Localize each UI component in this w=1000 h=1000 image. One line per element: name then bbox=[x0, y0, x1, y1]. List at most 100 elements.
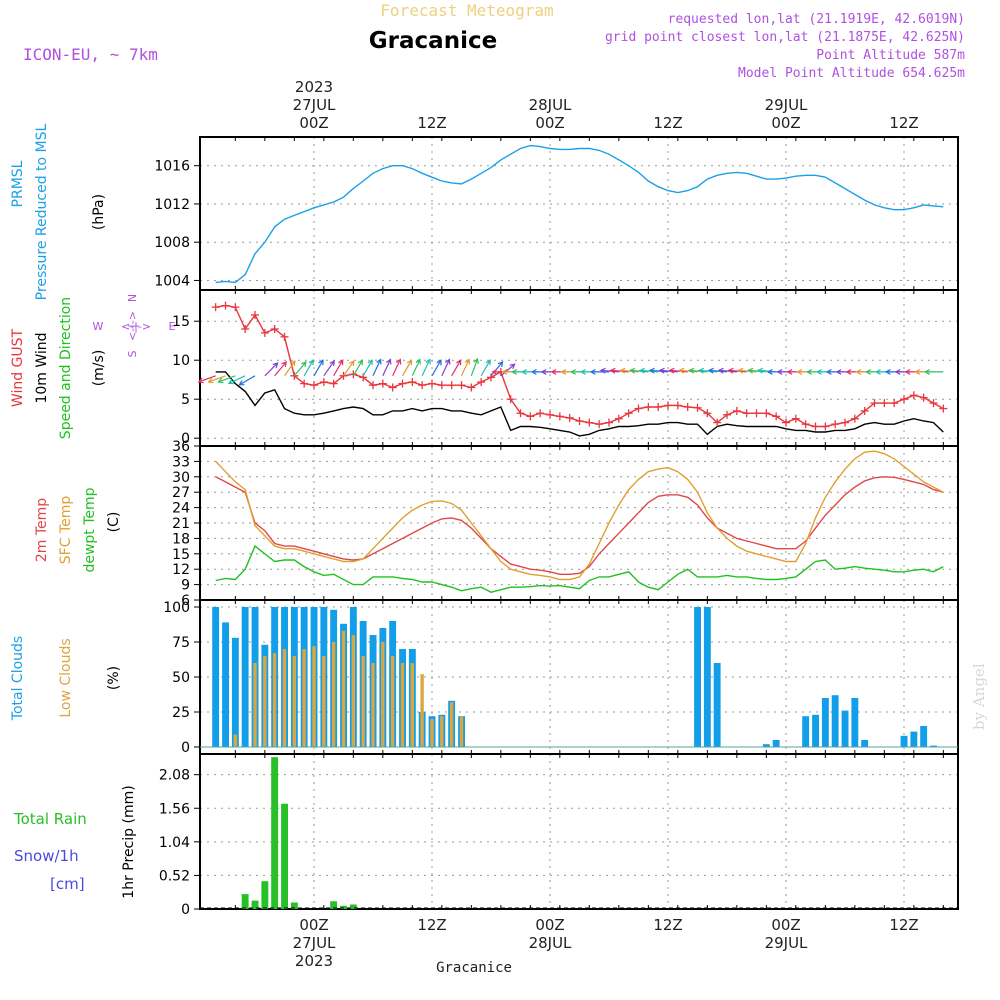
wind-direction-arrow-28 bbox=[490, 361, 504, 377]
arrow-head-28 bbox=[497, 361, 504, 368]
arrow-shaft-46 bbox=[650, 369, 669, 373]
arrow-shaft-18 bbox=[392, 359, 401, 377]
precip-panel: 0 0.52 1.04 1.56 2.08 bbox=[159, 753, 959, 918]
wind-direction-arrow-43 bbox=[619, 367, 639, 374]
gust-point-51 bbox=[713, 418, 722, 427]
gust-point-66 bbox=[860, 406, 869, 415]
bottom-date-label-2: 28JUL bbox=[529, 934, 572, 952]
gust-point-40 bbox=[605, 418, 613, 427]
arrow-shaft-21 bbox=[421, 359, 431, 377]
gust-point-23 bbox=[437, 381, 446, 390]
temp-ytick-label-1: 9 bbox=[181, 578, 190, 594]
gust-point-22 bbox=[428, 379, 436, 388]
clouds-ytick-label-4: 100 bbox=[163, 600, 190, 616]
arrow-head-64 bbox=[825, 368, 832, 375]
gust-point-54 bbox=[742, 409, 751, 418]
wind-direction-arrow-56 bbox=[747, 367, 767, 374]
total-cloud-bar-72 bbox=[920, 726, 928, 747]
total-cloud-bar-56 bbox=[762, 744, 770, 747]
top-hour-label-6: 12Z bbox=[889, 114, 918, 132]
wind-direction-arrow-41 bbox=[599, 367, 619, 374]
wind-direction-arrow-26 bbox=[470, 357, 479, 377]
total-cloud-bar-66 bbox=[861, 740, 869, 747]
temp-ytick-label-0: 6 bbox=[181, 593, 190, 609]
arrow-shaft-24 bbox=[451, 359, 462, 377]
arrow-shaft-51 bbox=[699, 369, 718, 373]
gust-point-74 bbox=[939, 404, 948, 413]
gust-point-52 bbox=[723, 410, 731, 419]
total-cloud-bar-73 bbox=[930, 745, 937, 747]
total-cloud-bar-57 bbox=[772, 740, 780, 747]
t2m-label: 2m Temp bbox=[34, 498, 50, 562]
wind-direction-arrow-9 bbox=[303, 359, 314, 377]
arrow-head-58 bbox=[766, 368, 773, 375]
arrow-head-10 bbox=[318, 359, 324, 366]
arrow-head-45 bbox=[638, 367, 646, 374]
arrow-head-6 bbox=[281, 361, 287, 368]
arrow-head-2 bbox=[217, 377, 224, 384]
clouds-panel: 0 25 50 75 100 bbox=[163, 599, 959, 756]
clouds-ytick-label-1: 25 bbox=[172, 705, 190, 721]
arrow-shaft-17 bbox=[382, 359, 391, 377]
arrow-shaft-15 bbox=[362, 359, 373, 377]
gust-point-12 bbox=[329, 379, 338, 388]
low-cloud-bar-14 bbox=[351, 635, 355, 747]
arrow-head-40 bbox=[589, 368, 596, 375]
wind-direction-arrow-40 bbox=[589, 368, 609, 375]
compass-arrows-vertical: <-|-> bbox=[126, 311, 139, 341]
wind-direction-arrow-20 bbox=[411, 358, 421, 377]
arrow-head-12 bbox=[338, 359, 344, 366]
wind-direction-arrow-1 bbox=[207, 375, 226, 384]
gust-point-5 bbox=[260, 328, 269, 337]
precip-panel-labels: Total Rain Snow/1h [cm] 1hr Precip (mm) bbox=[13, 785, 137, 898]
wind-direction-arrow-55 bbox=[737, 367, 757, 374]
top-date-label-3: 29JUL bbox=[765, 96, 808, 114]
wind-direction-arrow-25 bbox=[460, 358, 470, 377]
temp-unit-label: (C) bbox=[106, 512, 122, 533]
arrow-head-36 bbox=[550, 368, 557, 375]
pressure-unit-label: (hPa) bbox=[91, 194, 107, 230]
gust-series-line bbox=[215, 304, 944, 428]
top-hour-label-2: 12Z bbox=[417, 114, 446, 132]
wind-direction-arrow-19 bbox=[401, 359, 413, 377]
compass-east-label: E bbox=[169, 320, 176, 333]
wind-ytick-label-1: 5 bbox=[181, 392, 190, 408]
wind-direction-arrow-13 bbox=[343, 360, 355, 377]
total-cloud-bar-0 bbox=[212, 607, 220, 747]
wind-direction-arrow-47 bbox=[658, 367, 678, 374]
gust-point-45 bbox=[654, 403, 663, 411]
gust-point-58 bbox=[782, 418, 790, 427]
bottom-year-label: 2023 bbox=[295, 952, 333, 970]
total-cloud-bar-51 bbox=[713, 663, 721, 747]
arrow-head-72 bbox=[904, 368, 911, 375]
arrow-shaft-20 bbox=[411, 359, 421, 377]
arrow-head-67 bbox=[855, 368, 862, 375]
arrow-shaft-0 bbox=[198, 375, 216, 383]
gust-point-30 bbox=[506, 395, 515, 404]
gust-point-43 bbox=[634, 404, 643, 413]
pressure-panel-labels: PRMSL Pressure Reduced to MSL (hPa) bbox=[10, 123, 107, 300]
gust-point-72 bbox=[919, 393, 928, 402]
pressure-panel: 1004 1008 1012 1016 bbox=[154, 136, 959, 291]
arrow-head-59 bbox=[776, 368, 783, 375]
temp-ytick-label-9: 33 bbox=[172, 454, 190, 470]
arrow-shaft-12 bbox=[333, 359, 344, 377]
arrow-head-9 bbox=[308, 359, 314, 366]
wind-direction-arrow-16 bbox=[372, 358, 382, 377]
low-cloud-bar-17 bbox=[381, 642, 385, 747]
gust-point-14 bbox=[349, 370, 358, 379]
wind-direction-arrow-74 bbox=[924, 368, 944, 375]
wind-direction-arrow-21 bbox=[421, 358, 431, 377]
gust-point-34 bbox=[546, 410, 554, 419]
arrow-head-52 bbox=[707, 367, 714, 374]
arrow-head-35 bbox=[540, 368, 547, 375]
arrow-head-48 bbox=[668, 367, 675, 374]
arrow-head-37 bbox=[560, 368, 567, 375]
wind-direction-arrow-15 bbox=[362, 359, 373, 377]
arrow-head-54 bbox=[727, 367, 734, 374]
arrow-head-31 bbox=[501, 368, 508, 375]
arrow-shaft-6 bbox=[274, 361, 287, 377]
wind-direction-arrow-17 bbox=[382, 358, 392, 377]
